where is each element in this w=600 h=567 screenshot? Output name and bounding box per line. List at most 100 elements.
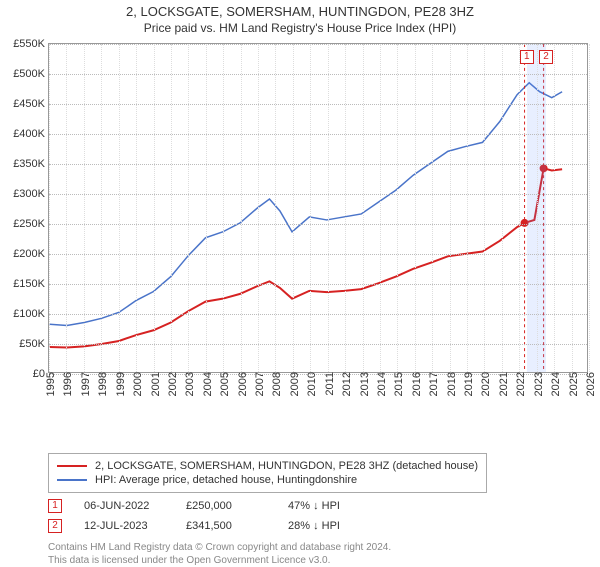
x-tick-label: 2024 [546,372,562,396]
gridline-v [258,44,259,372]
gridline-h [49,224,587,225]
gridline-v [589,44,590,372]
gridline-v [484,44,485,372]
callout-marker: 2 [539,50,553,64]
x-tick-label: 2001 [146,372,162,396]
sale-price: £250,000 [186,500,266,512]
gridline-v [241,44,242,372]
gridline-v [554,44,555,372]
x-tick-label: 2014 [372,372,388,396]
sale-marker: 2 [48,519,62,533]
gridline-v [310,44,311,372]
chart-title: 2, LOCKSGATE, SOMERSHAM, HUNTINGDON, PE2… [6,4,594,21]
gridline-h [49,314,587,315]
sales-list: 106-JUN-2022£250,00047% ↓ HPI212-JUL-202… [6,499,594,533]
y-tick-label: £50K [19,338,49,350]
gridline-v [397,44,398,372]
x-tick-label: 2012 [337,372,353,396]
x-tick-label: 2006 [233,372,249,396]
sale-marker: 1 [48,499,62,513]
gridline-v [206,44,207,372]
sale-delta: 28% ↓ HPI [288,520,368,532]
x-tick-label: 1999 [111,372,127,396]
footer-attribution: Contains HM Land Registry data © Crown c… [48,541,594,567]
gridline-h [49,104,587,105]
y-tick-label: £100K [13,308,49,320]
legend-label: 2, LOCKSGATE, SOMERSHAM, HUNTINGDON, PE2… [95,460,478,472]
gridline-v [84,44,85,372]
sale-price: £341,500 [186,520,266,532]
x-tick-label: 2010 [302,372,318,396]
legend-swatch [57,479,87,481]
y-tick-label: £300K [13,188,49,200]
x-tick-label: 2011 [320,372,336,396]
x-tick-label: 2008 [267,372,283,396]
y-tick-label: £250K [13,218,49,230]
gridline-v [154,44,155,372]
gridline-v [450,44,451,372]
gridline-v [66,44,67,372]
gridline-h [49,164,587,165]
x-tick-label: 2019 [459,372,475,396]
plot-area: £0£50K£100K£150K£200K£250K£300K£350K£400… [48,43,588,373]
footer-line-2: This data is licensed under the Open Gov… [48,554,594,567]
x-tick-label: 2021 [494,372,510,396]
gridline-v [363,44,364,372]
gridline-v [519,44,520,372]
legend-row: 2, LOCKSGATE, SOMERSHAM, HUNTINGDON, PE2… [57,460,478,472]
x-tick-label: 2023 [529,372,545,396]
y-tick-label: £500K [13,68,49,80]
legend-row: HPI: Average price, detached house, Hunt… [57,474,478,486]
x-tick-label: 2022 [511,372,527,396]
gridline-h [49,74,587,75]
gridline-h [49,284,587,285]
gridline-v [49,44,50,372]
footer-line-1: Contains HM Land Registry data © Crown c… [48,541,594,554]
gridline-v [415,44,416,372]
y-tick-label: £150K [13,278,49,290]
chart-subtitle: Price paid vs. HM Land Registry's House … [6,21,594,35]
x-tick-label: 2000 [128,372,144,396]
x-tick-label: 2020 [476,372,492,396]
x-tick-label: 2013 [355,372,371,396]
gridline-v [432,44,433,372]
sale-date: 06-JUN-2022 [84,500,164,512]
x-tick-label: 2005 [215,372,231,396]
callout-marker: 1 [520,50,534,64]
y-tick-label: £550K [13,38,49,50]
x-tick-label: 2018 [442,372,458,396]
gridline-v [293,44,294,372]
gridline-h [49,344,587,345]
legend: 2, LOCKSGATE, SOMERSHAM, HUNTINGDON, PE2… [48,453,487,493]
chart-lines [49,44,587,372]
x-tick-label: 2025 [564,372,580,396]
gridline-v [136,44,137,372]
x-tick-label: 1996 [58,372,74,396]
x-tick-label: 2017 [424,372,440,396]
y-tick-label: £200K [13,248,49,260]
gridline-v [537,44,538,372]
gridline-h [49,194,587,195]
gridline-v [223,44,224,372]
gridline-v [572,44,573,372]
gridline-v [188,44,189,372]
gridline-v [275,44,276,372]
y-tick-label: £450K [13,98,49,110]
x-tick-label: 1997 [76,372,92,396]
x-tick-label: 1998 [93,372,109,396]
sale-row: 212-JUL-2023£341,50028% ↓ HPI [48,519,594,533]
gridline-v [328,44,329,372]
gridline-v [101,44,102,372]
sale-row: 1 06-JUN-2022 £250,000 47% ↓ HPI [48,499,594,513]
gridline-h [49,44,587,45]
x-tick-label: 2026 [581,372,597,396]
gridline-v [467,44,468,372]
y-tick-label: £350K [13,158,49,170]
legend-swatch [57,465,87,467]
x-tick-label: 2003 [180,372,196,396]
gridline-h [49,134,587,135]
gridline-v [345,44,346,372]
sale-delta: 47% ↓ HPI [288,500,368,512]
x-tick-label: 2016 [407,372,423,396]
x-tick-label: 2009 [285,372,301,396]
